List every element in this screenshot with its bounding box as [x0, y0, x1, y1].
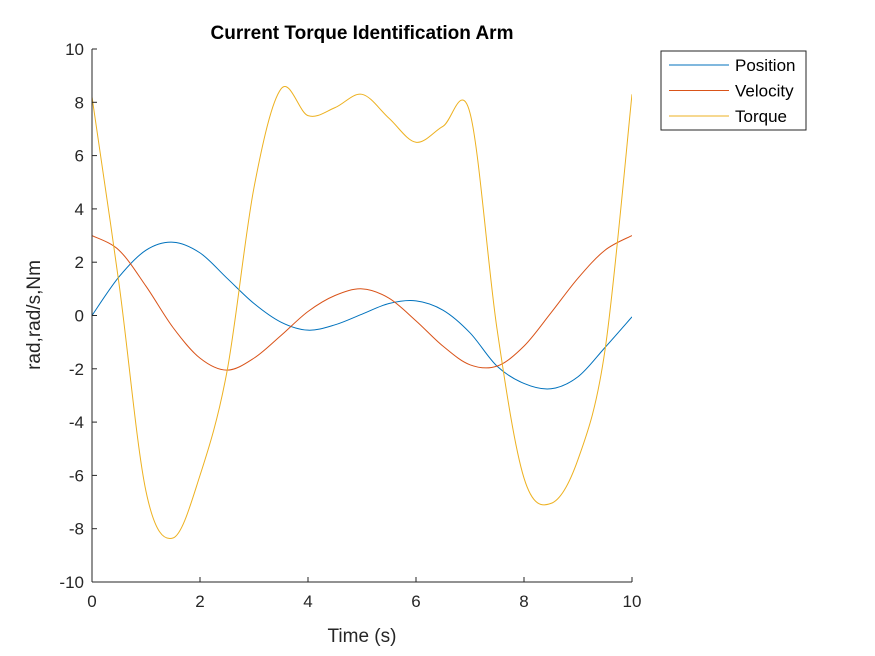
- y-tick-label: -4: [69, 413, 84, 432]
- y-tick-label: -2: [69, 360, 84, 379]
- axes-layer: 0 2 4 6 8 10 -10 -8 -6 -4 -2 0 2 4 6 8 10: [59, 40, 641, 611]
- x-tick-label: 0: [87, 592, 96, 611]
- y-tick-label: 4: [75, 200, 84, 219]
- y-tick-label: -6: [69, 466, 84, 485]
- plot-area: 0 2 4 6 8 10 -10 -8 -6 -4 -2 0 2 4 6 8 10: [59, 40, 641, 611]
- legend-label-velocity: Velocity: [735, 82, 794, 101]
- legend-label-position: Position: [735, 56, 795, 75]
- y-tick-label: 6: [75, 147, 84, 166]
- y-tick-label: -8: [69, 520, 84, 539]
- legend: Position Velocity Torque: [660, 50, 807, 131]
- y-tick-label: 8: [75, 93, 84, 112]
- x-tick-label: 2: [195, 592, 204, 611]
- series-line-torque: [92, 86, 632, 540]
- y-axis-label: rad,rad/s,Nm: [24, 260, 45, 370]
- series-line-velocity: [92, 235, 632, 371]
- y-tick-label: 2: [75, 253, 84, 272]
- y-tick-label: 10: [65, 40, 84, 59]
- y-tick-label: 0: [75, 307, 84, 326]
- x-tick-label: 10: [623, 592, 642, 611]
- x-tick-label: 6: [411, 592, 420, 611]
- chart-title: Current Torque Identification Arm: [211, 23, 514, 44]
- x-axis-label: Time (s): [328, 626, 397, 647]
- x-tick-label: 8: [519, 592, 528, 611]
- y-tick-label: -10: [59, 573, 84, 592]
- x-tick-label: 4: [303, 592, 312, 611]
- legend-label-torque: Torque: [735, 107, 787, 126]
- series-line-position: [92, 241, 632, 390]
- series-layer: [92, 86, 632, 540]
